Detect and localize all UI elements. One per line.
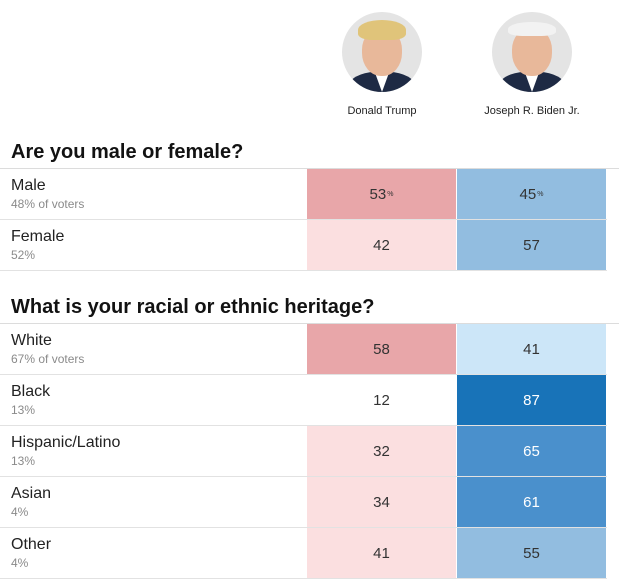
- percent-sign: %: [537, 190, 544, 198]
- question-race: What is your racial or ethnic heritage?: [11, 296, 375, 318]
- group-name: Black: [11, 383, 51, 400]
- biden-value: 57: [523, 236, 540, 254]
- group-name: Asian: [11, 485, 52, 502]
- biden-value-cell: 57: [457, 220, 606, 270]
- group-name: Male: [11, 177, 46, 194]
- trump-value-cell: 41: [307, 528, 456, 578]
- trump-value-cell: 12: [307, 375, 456, 425]
- trump-value: 58: [373, 340, 390, 358]
- biden-value-cell: 41: [457, 324, 606, 374]
- table-row: White 67% of voters 58 41: [0, 323, 619, 375]
- biden-avatar: [492, 12, 572, 92]
- table-row: Female 52% 42 57: [0, 220, 619, 271]
- row-label: Hispanic/Latino 13%: [11, 434, 120, 469]
- voter-share: 4%: [11, 505, 29, 519]
- voter-share: 48% of voters: [11, 197, 85, 211]
- voter-share: 67% of voters: [11, 352, 85, 366]
- biden-value: 45: [519, 185, 537, 203]
- race-table: White 67% of voters 58 41 Black 13% 12 87 Hispan…: [0, 323, 619, 579]
- gender-table: Male 48% of voters 53% 45% Female 52% 42 57: [0, 168, 619, 271]
- voter-share: 13%: [11, 454, 36, 468]
- biden-value: 41: [523, 340, 540, 358]
- question-gender: Are you male or female?: [11, 141, 244, 163]
- table-row: Hispanic/Latino 13% 32 65: [0, 426, 619, 477]
- trump-value-cell: 32: [307, 426, 456, 476]
- table-row: Other 4% 41 55: [0, 528, 619, 579]
- row-label: Black 13%: [11, 383, 50, 418]
- trump-avatar: [342, 12, 422, 92]
- table-row: Asian 4% 34 61: [0, 477, 619, 528]
- trump-value-cell: 58: [307, 324, 456, 374]
- trump-value: 32: [373, 442, 390, 460]
- row-label: Other 4%: [11, 536, 51, 571]
- row-label: Asian 4%: [11, 485, 51, 520]
- trump-value-cell: 42: [307, 220, 456, 270]
- row-label: Male 48% of voters: [11, 177, 84, 212]
- row-label: White 67% of voters: [11, 332, 84, 367]
- trump-value-cell: 53%: [307, 169, 456, 219]
- voter-share: 52%: [11, 248, 36, 262]
- biden-value: 87: [523, 391, 540, 409]
- biden-value: 65: [523, 442, 540, 460]
- candidate-biden: Joseph R. Biden Jr.: [457, 12, 607, 117]
- trump-value: 41: [373, 544, 390, 562]
- trump-value-cell: 34: [307, 477, 456, 527]
- biden-value-cell: 61: [457, 477, 606, 527]
- biden-value-cell: 87: [457, 375, 606, 425]
- biden-value-cell: 45%: [457, 169, 606, 219]
- trump-value: 42: [373, 236, 390, 254]
- trump-value: 34: [373, 493, 390, 511]
- row-label: Female 52%: [11, 228, 64, 263]
- group-name: Hispanic/Latino: [11, 434, 121, 451]
- group-name: Female: [11, 228, 65, 245]
- biden-value-cell: 65: [457, 426, 606, 476]
- voter-share: 13%: [11, 403, 36, 417]
- group-name: Other: [11, 536, 52, 553]
- biden-value: 55: [523, 544, 540, 562]
- trump-value: 53: [369, 185, 387, 203]
- table-row: Black 13% 12 87: [0, 375, 619, 426]
- candidate-name-trump: Donald Trump: [347, 105, 417, 117]
- candidate-trump: Donald Trump: [307, 12, 457, 117]
- table-row: Male 48% of voters 53% 45%: [0, 168, 619, 220]
- candidate-name-biden: Joseph R. Biden Jr.: [484, 105, 580, 117]
- trump-value: 12: [373, 391, 390, 409]
- percent-sign: %: [387, 190, 394, 198]
- biden-value: 61: [523, 493, 540, 511]
- group-name: White: [11, 332, 52, 349]
- biden-value-cell: 55: [457, 528, 606, 578]
- voter-share: 4%: [11, 556, 29, 570]
